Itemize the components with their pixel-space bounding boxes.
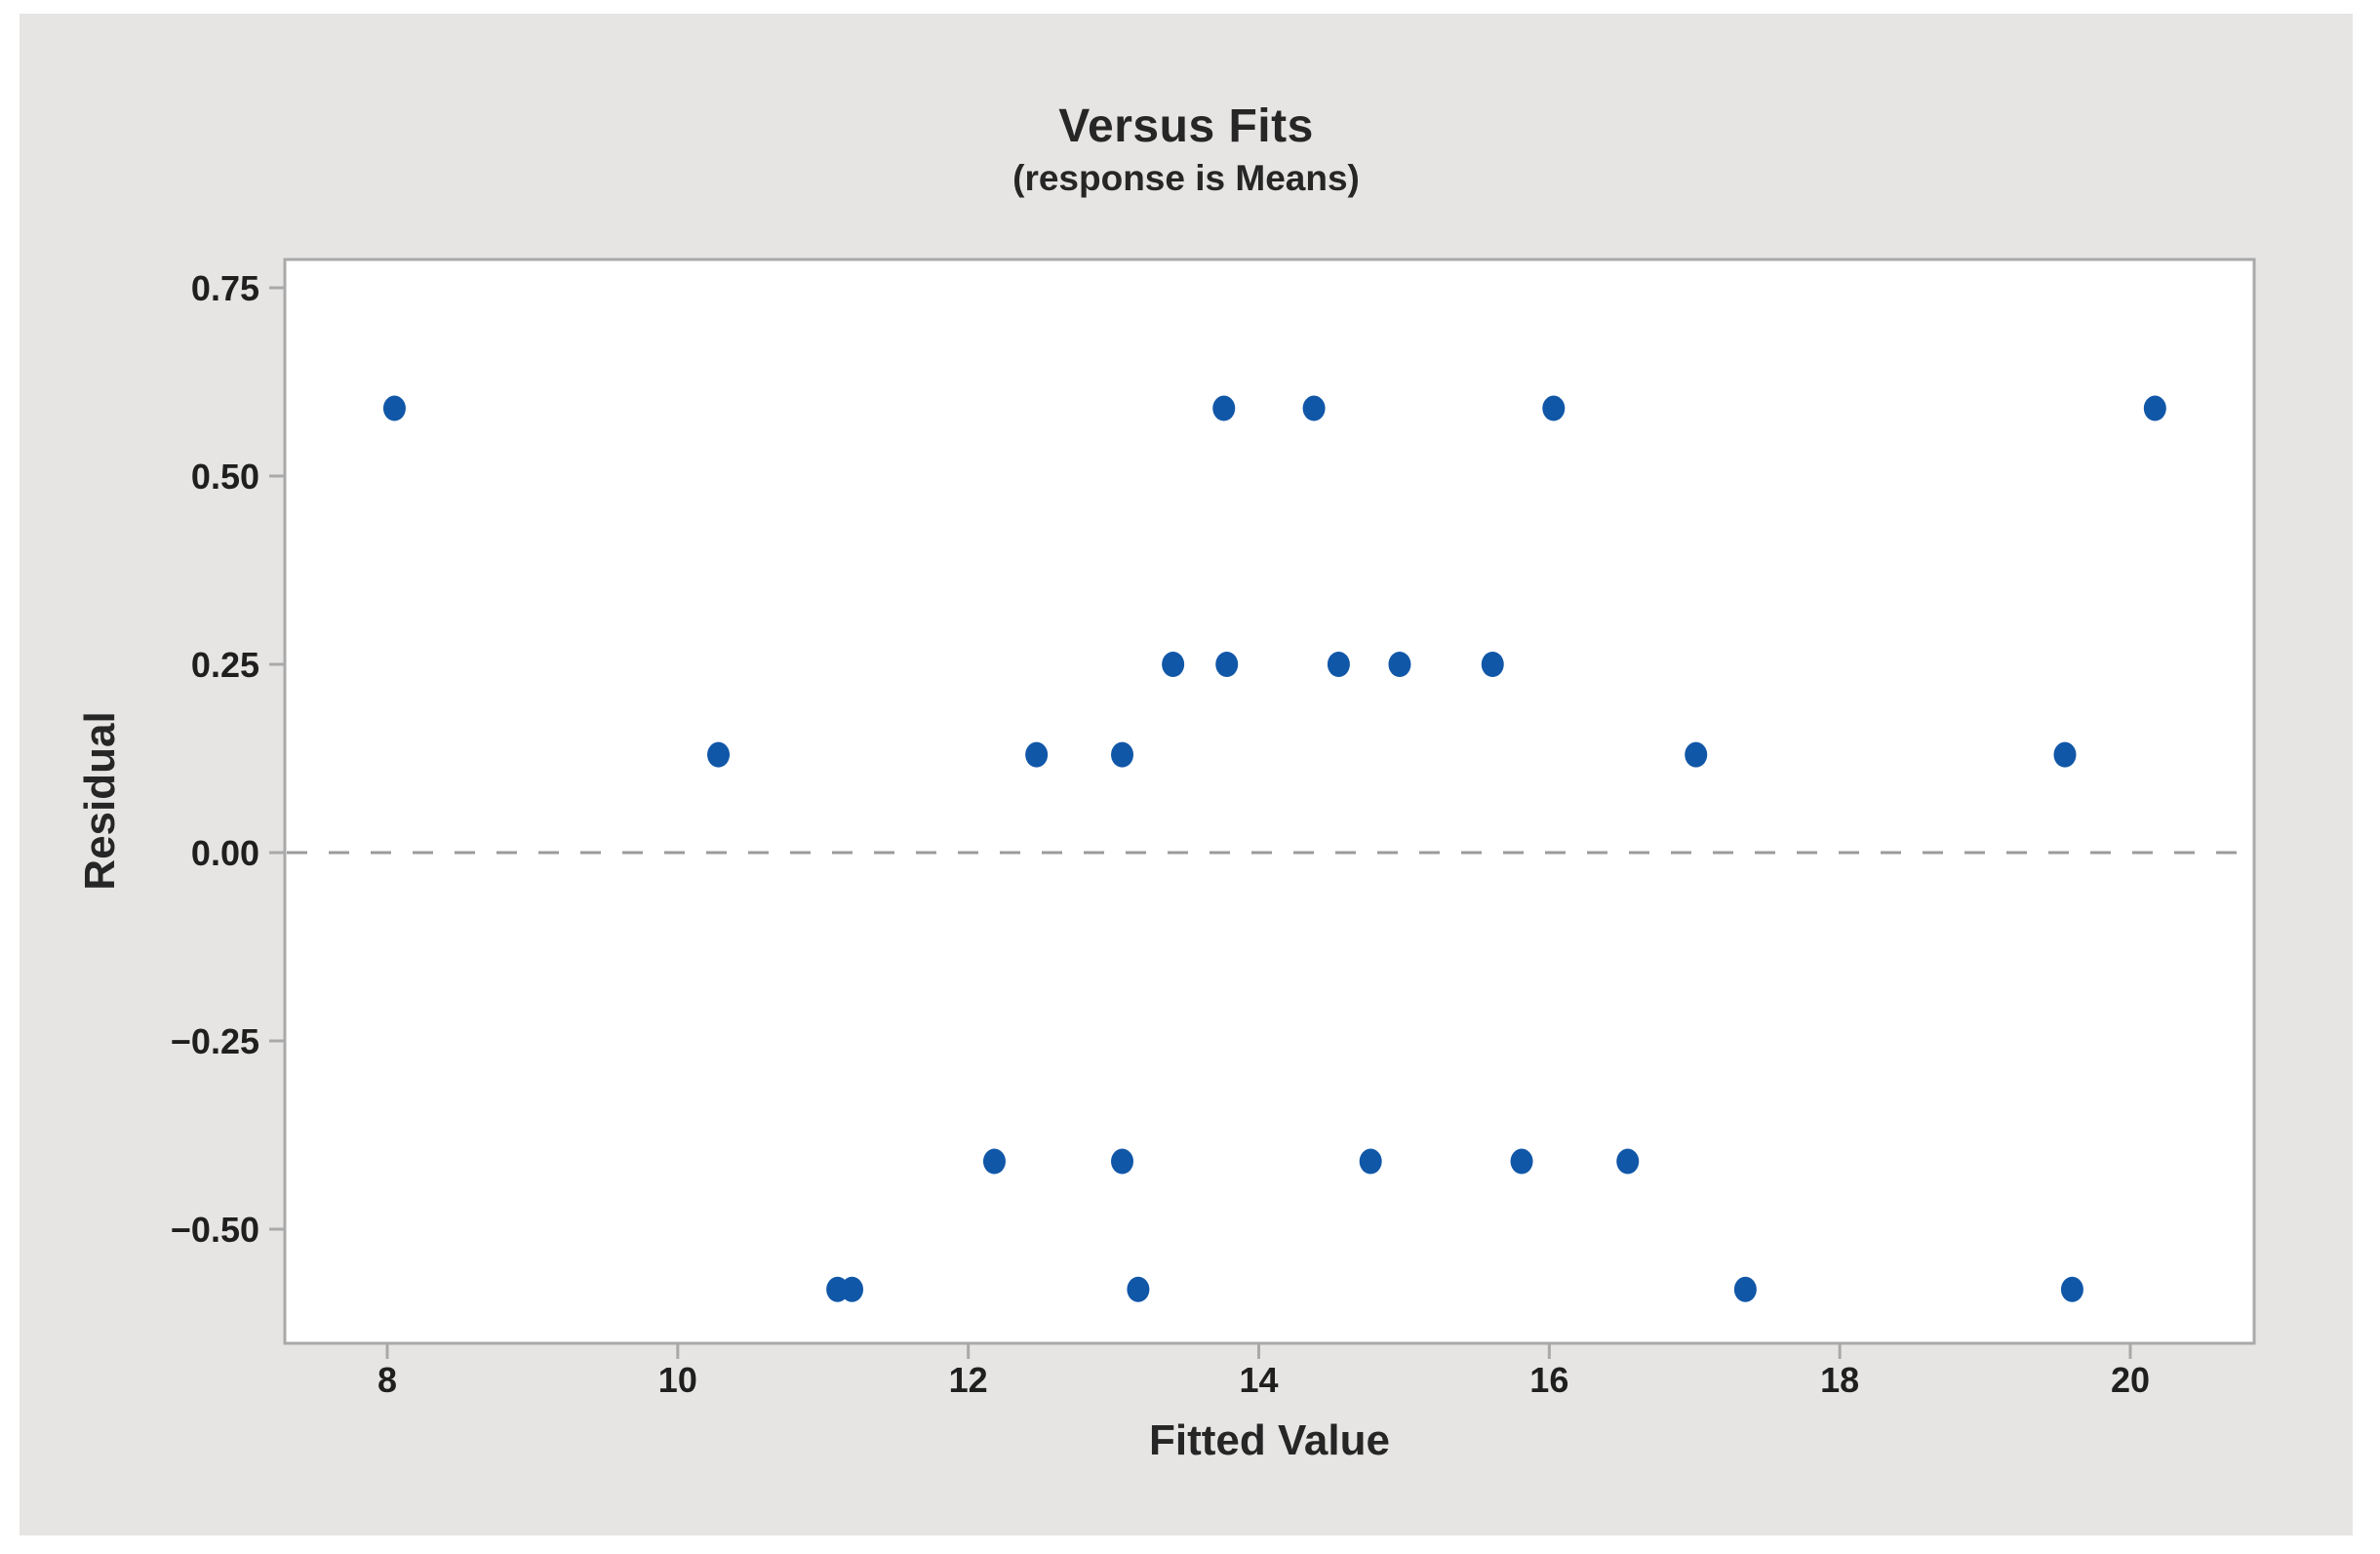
y-tick-label: −0.25 xyxy=(171,1021,259,1061)
x-tick-label: 10 xyxy=(658,1360,697,1400)
x-tick-label: 12 xyxy=(949,1360,988,1400)
data-point xyxy=(707,741,731,768)
data-point xyxy=(2060,1276,2083,1302)
data-point xyxy=(1733,1276,1757,1302)
data-point xyxy=(982,1148,1006,1175)
data-point xyxy=(1111,741,1134,768)
y-axis-title: Residual xyxy=(76,711,124,891)
data-point xyxy=(2053,741,2077,768)
x-tick-label: 20 xyxy=(2111,1360,2150,1400)
plot-background xyxy=(283,258,2256,1345)
data-point xyxy=(1111,1148,1134,1175)
data-point xyxy=(1359,1148,1382,1175)
x-tick-label: 16 xyxy=(1529,1360,1568,1400)
data-point xyxy=(382,395,406,421)
data-point xyxy=(1025,741,1049,768)
data-point xyxy=(1542,395,1566,421)
x-tick-label: 14 xyxy=(1239,1360,1278,1400)
y-tick-label: 0.75 xyxy=(191,268,259,308)
y-tick-label: −0.50 xyxy=(171,1210,259,1250)
data-point xyxy=(2143,395,2166,421)
chart-subtitle: (response is Means) xyxy=(1012,158,1360,198)
data-point xyxy=(1685,741,1708,768)
y-tick-label: 0.00 xyxy=(191,833,259,873)
data-point xyxy=(1127,1276,1150,1302)
data-point xyxy=(1388,652,1411,677)
y-tick-label: 0.25 xyxy=(191,645,259,685)
data-point xyxy=(1162,652,1185,677)
data-point xyxy=(1215,652,1239,677)
data-point xyxy=(841,1276,864,1302)
data-point xyxy=(1510,1148,1533,1175)
data-point xyxy=(1616,1148,1640,1175)
y-tick-label: 0.50 xyxy=(191,457,259,497)
data-point xyxy=(1481,652,1504,677)
data-point xyxy=(1302,395,1326,421)
x-axis-title: Fitted Value xyxy=(1149,1416,1390,1464)
data-point xyxy=(1327,652,1350,677)
chart-title: Versus Fits xyxy=(1058,100,1314,152)
x-tick-label: 8 xyxy=(377,1360,397,1400)
data-point xyxy=(1212,395,1236,421)
x-tick-label: 18 xyxy=(1820,1360,1859,1400)
